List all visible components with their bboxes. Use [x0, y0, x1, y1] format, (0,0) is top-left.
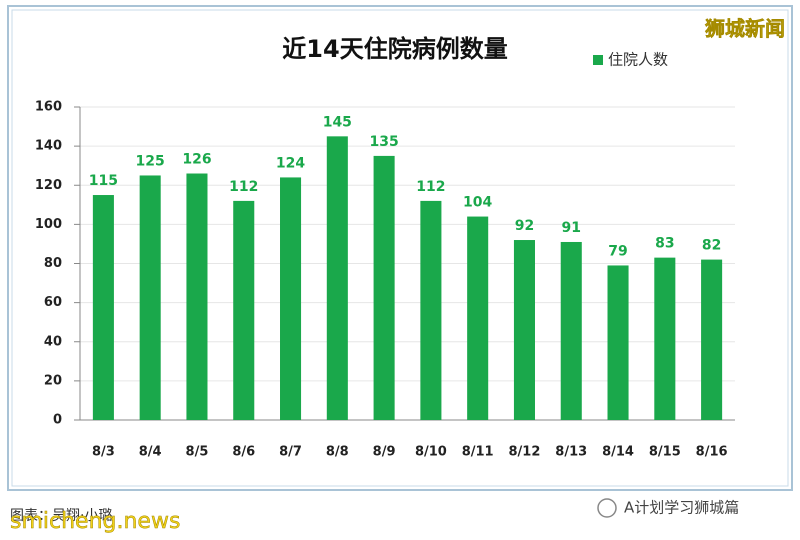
- value-label: 112: [229, 179, 258, 195]
- y-tick-label: 40: [44, 334, 62, 349]
- value-label: 104: [463, 195, 492, 211]
- watermark: A计划学习狮城篇: [624, 499, 739, 517]
- value-label: 124: [276, 155, 305, 171]
- value-label: 125: [136, 153, 165, 169]
- bar: [186, 173, 208, 420]
- bar: [560, 241, 582, 420]
- bar: [513, 240, 535, 420]
- watermark: 狮城新闻: [705, 17, 785, 41]
- value-label: 92: [515, 218, 534, 234]
- chart-title: 近14天住院病例数量: [282, 35, 507, 63]
- bar: [701, 259, 723, 420]
- x-tick-label: 8/7: [279, 445, 302, 460]
- bar: [654, 257, 676, 420]
- chart-frame-inner: [11, 9, 789, 487]
- legend-swatch: [593, 55, 603, 65]
- y-tick-label: 120: [35, 178, 62, 193]
- x-tick-label: 8/13: [555, 445, 587, 460]
- y-tick-label: 20: [44, 373, 62, 388]
- value-label: 115: [89, 173, 118, 189]
- y-tick-label: 60: [44, 295, 62, 310]
- value-label: 145: [323, 114, 352, 130]
- bar: [326, 136, 348, 420]
- bar: [280, 177, 302, 420]
- bar: [92, 195, 114, 420]
- x-tick-label: 8/14: [602, 445, 634, 460]
- x-tick-label: 8/8: [326, 445, 349, 460]
- credit: 图表：吴翔·小璐: [10, 508, 112, 524]
- value-label: 82: [702, 238, 721, 254]
- x-tick-label: 8/3: [92, 445, 115, 460]
- watermark: smicheng.news: [10, 509, 180, 534]
- wechat-icon: [597, 498, 617, 518]
- y-tick-label: 80: [44, 256, 62, 271]
- x-tick-label: 8/10: [415, 445, 447, 460]
- value-label: 112: [416, 179, 445, 195]
- value-label: 126: [182, 152, 211, 168]
- legend-label: 住院人数: [608, 51, 668, 69]
- y-tick-label: 160: [35, 100, 62, 115]
- x-tick-label: 8/16: [696, 445, 728, 460]
- value-label: 79: [608, 243, 627, 259]
- y-tick-label: 100: [35, 217, 62, 232]
- x-tick-label: 8/4: [139, 445, 162, 460]
- value-label: 83: [655, 236, 674, 252]
- value-label: 91: [562, 220, 581, 236]
- bar: [420, 200, 442, 420]
- x-tick-label: 8/6: [232, 445, 255, 460]
- bar: [139, 175, 161, 420]
- x-tick-label: 8/12: [509, 445, 541, 460]
- x-tick-label: 8/5: [186, 445, 209, 460]
- bar: [233, 200, 255, 420]
- bar: [373, 155, 395, 420]
- value-label: 135: [369, 134, 398, 150]
- x-tick-label: 8/11: [462, 445, 494, 460]
- x-tick-label: 8/15: [649, 445, 681, 460]
- x-tick-label: 8/9: [373, 445, 396, 460]
- bar: [467, 216, 489, 420]
- y-tick-label: 0: [53, 413, 62, 428]
- bar: [607, 265, 629, 420]
- y-tick-label: 140: [35, 139, 62, 154]
